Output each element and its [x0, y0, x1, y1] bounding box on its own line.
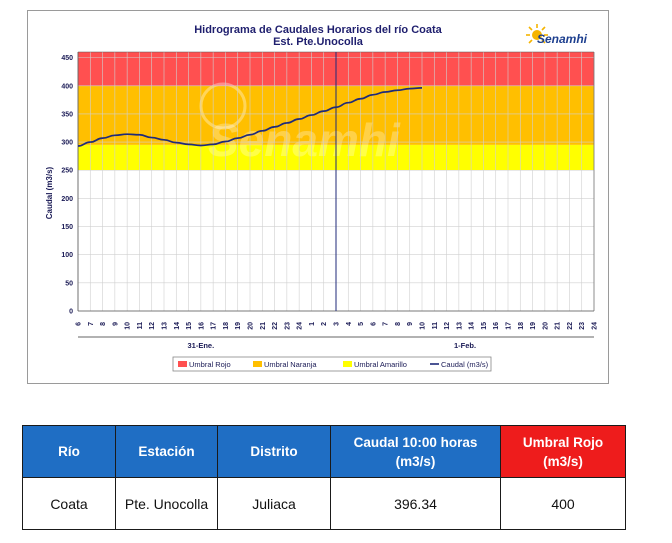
header-rio: Río: [22, 425, 116, 478]
x-tick-label: 9: [407, 322, 414, 326]
x-tick-label: 18: [223, 322, 230, 330]
table-row: Coata Pte. Unocolla Juliaca 396.34 400: [22, 477, 626, 530]
x-tick-label: 19: [530, 322, 537, 330]
legend-label-2: Umbral Amarillo: [354, 360, 407, 369]
x-tick-label: 13: [162, 322, 169, 330]
x-tick-label: 8: [100, 322, 107, 326]
x-tick-label: 7: [88, 322, 95, 326]
y-tick-label: 250: [61, 168, 73, 175]
hydrograph-chart: Senamhi 0 50 100 150 200 250 300 350 400 450 6 7 8 9 1…: [45, 24, 599, 372]
x-tick-label: 23: [284, 322, 291, 330]
y-tick-label: 350: [61, 111, 73, 118]
x-tick-label: 20: [542, 322, 549, 330]
x-tick-label: 12: [149, 322, 156, 330]
header-umbral-rojo: Umbral Rojo (m3/s): [500, 425, 626, 478]
logo-text: Senamhi: [537, 32, 588, 46]
legend-swatch-1: [253, 361, 262, 367]
y-tick-label: 300: [61, 140, 73, 147]
header-estacion: Estación: [115, 425, 218, 478]
x-tick-label: 12: [444, 322, 451, 330]
x-tick-label: 21: [260, 322, 267, 330]
cell-caudal: 396.34: [330, 477, 501, 530]
x-tick-label: 14: [174, 322, 181, 330]
x-tick-label: 2: [321, 322, 328, 326]
header-caudal: Caudal 10:00 horas (m3/s): [330, 425, 501, 478]
x-tick-label: 6: [76, 322, 83, 326]
senamhi-logo: Senamhi: [526, 24, 588, 46]
x-tick-label: 16: [493, 322, 500, 330]
y-tick-label: 0: [69, 309, 73, 316]
y-tick-label: 50: [65, 280, 73, 287]
x-tick-label: 8: [395, 322, 402, 326]
x-tick-label: 19: [235, 322, 242, 330]
x-tick-label: 4: [346, 322, 353, 326]
x-tick-label: 21: [555, 322, 562, 330]
legend-box: [172, 356, 492, 372]
x-tick-label: 3: [334, 322, 341, 326]
sun-icon: [526, 24, 548, 44]
x-tick-label: 17: [506, 322, 513, 330]
header-distrito: Distrito: [217, 425, 331, 478]
legend-label-3: Caudal (m3/s): [441, 360, 489, 369]
info-table: Río Estación Distrito Caudal 10:00 horas…: [22, 425, 626, 530]
legend: Umbral Rojo Umbral Naranja Umbral Amarillo…: [172, 356, 492, 372]
x-tick-label: 13: [456, 322, 463, 330]
watermark-text: Senamhi: [208, 114, 401, 166]
x-tick-label: 18: [518, 322, 525, 330]
x-tick-label: 15: [481, 322, 488, 330]
x-tick-label: 1: [309, 322, 316, 326]
cell-estacion: Pte. Unocolla: [115, 477, 218, 530]
x-tick-label: 11: [137, 322, 144, 330]
x-tick-label: 22: [567, 322, 574, 330]
watermark: Senamhi: [199, 82, 401, 166]
x-tick-label: 5: [358, 322, 365, 326]
x-tick-label: 9: [112, 322, 119, 326]
cell-rio: Coata: [22, 477, 116, 530]
x-tick-label: 7: [383, 322, 390, 326]
x-tick-label: 10: [125, 322, 132, 330]
y-tick-label: 100: [61, 252, 73, 259]
legend-swatch-2: [343, 361, 352, 367]
chart-title: Hidrograma de Caudales Horarios del río …: [194, 24, 442, 36]
x-tick-label: 11: [432, 322, 439, 330]
x-tick-label: 24: [297, 322, 304, 330]
cell-umbral-rojo: 400: [500, 477, 626, 530]
x-tick-label: 23: [579, 322, 586, 330]
table-header-row: Río Estación Distrito Caudal 10:00 horas…: [22, 425, 626, 478]
legend-swatch-0: [178, 361, 187, 367]
chart-subtitle: Est. Pte.Unocolla: [273, 36, 364, 48]
x-tick-label: 10: [420, 322, 427, 330]
y-tick-label: 200: [61, 196, 73, 203]
day-label-1: 1-Feb.: [454, 341, 476, 350]
x-tick-label: 20: [248, 322, 255, 330]
x-tick-label: 14: [469, 322, 476, 330]
y-tick-label: 450: [61, 55, 73, 62]
legend-label-1: Umbral Naranja: [264, 360, 317, 369]
x-tick-label: 17: [211, 322, 218, 330]
x-tick-label: 6: [370, 322, 377, 326]
y-tick-label: 400: [61, 83, 73, 90]
cell-distrito: Juliaca: [217, 477, 331, 530]
x-tick-label: 15: [186, 322, 193, 330]
y-tick-label: 150: [61, 224, 73, 231]
x-tick-label: 16: [198, 322, 205, 330]
x-tick-label: 22: [272, 322, 279, 330]
day-label-0: 31-Ene.: [188, 341, 215, 350]
x-tick-label: 24: [592, 322, 599, 330]
legend-label-0: Umbral Rojo: [189, 360, 231, 369]
y-axis-label: Caudal (m3/s): [45, 166, 54, 219]
chart-frame: Senamhi 0 50 100 150 200 250 300 350 400 450 6 7 8 9 1…: [27, 10, 609, 384]
